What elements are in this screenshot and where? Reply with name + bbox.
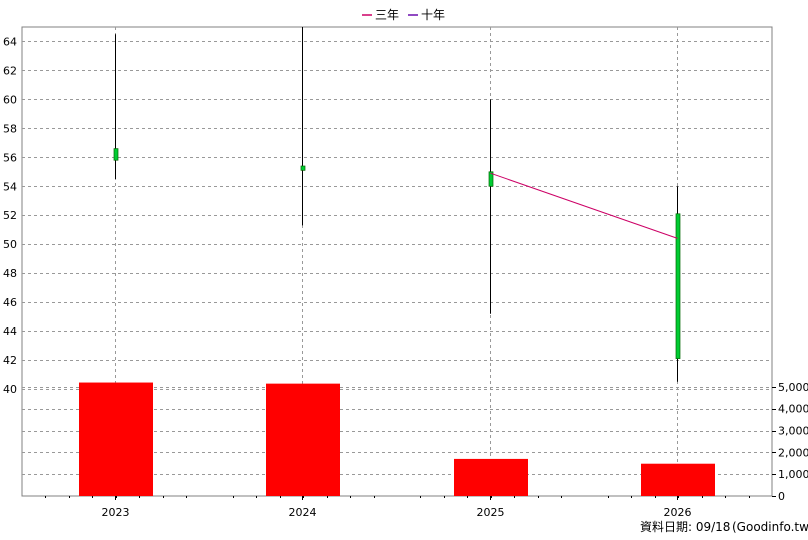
volume-tick-label: 0 xyxy=(778,490,785,503)
price-tick-label: 54 xyxy=(3,180,17,193)
volume-bar xyxy=(79,382,153,496)
volume-tick-label: 3,000 xyxy=(778,425,808,438)
price-tick-label: 60 xyxy=(3,93,17,106)
volume-bars xyxy=(79,382,715,496)
moving-average-lines xyxy=(490,172,678,239)
candle-body xyxy=(675,213,681,359)
price-tick-label: 40 xyxy=(3,383,17,396)
legend-label-ma3: 三年 xyxy=(375,8,399,22)
price-tick-label: 58 xyxy=(3,122,17,135)
price-tick-label: 62 xyxy=(3,64,17,77)
price-tick-label: 46 xyxy=(3,296,17,309)
footer-date: 資料日期: 09/18 xyxy=(640,520,730,534)
volume-tick-label: 4,000 xyxy=(778,403,808,416)
ma-line-0 xyxy=(490,172,678,239)
candle-body xyxy=(300,165,306,171)
price-tick-label: 56 xyxy=(3,151,17,164)
x-tick-label: 2025 xyxy=(477,506,505,519)
candles xyxy=(113,27,681,382)
volume-bar xyxy=(266,383,340,496)
footer-source: (Goodinfo.tw) xyxy=(732,520,808,534)
legend: 三年 十年 xyxy=(362,8,445,22)
candle-body xyxy=(113,148,119,161)
x-tick-label: 2023 xyxy=(102,506,130,519)
price-tick-label: 52 xyxy=(3,209,17,222)
price-tick-label: 50 xyxy=(3,238,17,251)
price-tick-label: 64 xyxy=(3,35,17,48)
volume-bar xyxy=(641,463,715,496)
volume-tick-label: 1,000 xyxy=(778,468,808,481)
candle-body xyxy=(488,171,494,187)
price-tick-label: 48 xyxy=(3,267,17,280)
x-tick-label: 2024 xyxy=(289,506,317,519)
axis-labels: 40 42 44 46 48 50 52 54 56 58 60 62 64 0 1,000 2,000 3,0… xyxy=(3,35,808,519)
price-tick-label: 42 xyxy=(3,354,17,367)
volume-tick-label: 5,000 xyxy=(778,381,808,394)
x-tick-label: 2026 xyxy=(664,506,692,519)
volume-bar xyxy=(454,458,528,496)
price-tick-label: 44 xyxy=(3,325,17,338)
volume-tick-label: 2,000 xyxy=(778,446,808,459)
legend-label-ma10: 十年 xyxy=(421,8,445,22)
plot-frame xyxy=(21,26,773,497)
